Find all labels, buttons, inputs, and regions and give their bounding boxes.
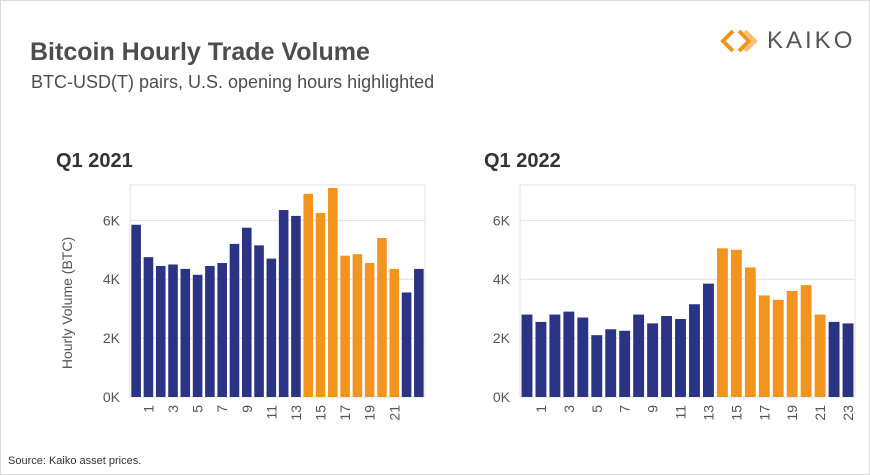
bar-q1-2022-hour-13 <box>702 283 714 397</box>
bar-q1-2022-hour-6 <box>605 329 617 397</box>
bar-q1-2021-hour-6 <box>205 265 215 397</box>
bar-us-hours-q1-2022-hour-19 <box>786 291 798 397</box>
source-note: Source: Kaiko asset prices. <box>8 455 142 467</box>
bar-q1-2021-hour-9 <box>241 227 252 397</box>
x-tick-label-q1-2021: 3 <box>165 405 181 413</box>
bar-us-hours-q1-2021-hour-20 <box>377 238 387 397</box>
x-tick-label-q1-2022: 21 <box>812 405 828 421</box>
bar-q1-2022-hour-4 <box>577 317 589 397</box>
x-tick-label-q1-2022: 17 <box>756 405 772 421</box>
y-tick-label-q1-2021: 6K <box>103 212 121 228</box>
bar-q1-2022-hour-3 <box>563 311 575 397</box>
y-tick-label-q1-2021: 0K <box>103 389 121 405</box>
x-tick-label-q1-2021: 13 <box>288 405 304 421</box>
panel-title-q1-2021: Q1 2021 <box>56 150 133 172</box>
bar-q1-2021-hour-0 <box>131 224 141 397</box>
x-tick-label-q1-2021: 1 <box>140 405 156 413</box>
x-tick-label-q1-2022: 15 <box>728 405 744 421</box>
bar-us-hours-q1-2021-hour-16 <box>328 187 338 397</box>
bar-q1-2021-hour-3 <box>168 264 178 397</box>
y-tick-label-q1-2021: 4K <box>103 271 121 287</box>
bar-q1-2022-hour-2 <box>549 314 561 397</box>
chart-subtitle: BTC-USD(T) pairs, U.S. opening hours hig… <box>31 72 435 92</box>
y-tick-label-q1-2021: 2K <box>103 330 121 346</box>
bar-q1-2022-hour-1 <box>535 321 547 397</box>
bar-q1-2021-hour-13 <box>291 215 301 397</box>
bar-q1-2021-hour-7 <box>217 263 227 397</box>
x-tick-label-q1-2022: 3 <box>561 405 577 413</box>
x-tick-label-q1-2022: 7 <box>617 405 633 413</box>
chart-title: Bitcoin Hourly Trade Volume <box>30 38 370 66</box>
bar-us-hours-q1-2021-hour-14 <box>303 193 314 397</box>
bar-q1-2021-hour-12 <box>278 210 289 397</box>
bar-us-hours-q1-2022-hour-14 <box>716 248 728 397</box>
y-tick-label-q1-2022: 4K <box>493 271 511 287</box>
bar-q1-2021-hour-23 <box>414 268 424 397</box>
y-axis-label-q1-2021: Hourly Volume (BTC) <box>59 237 75 369</box>
bar-q1-2021-hour-11 <box>266 258 277 397</box>
bar-us-hours-q1-2022-hour-15 <box>730 249 742 397</box>
bar-q1-2021-hour-22 <box>401 292 412 397</box>
bar-us-hours-q1-2022-hour-16 <box>744 267 756 397</box>
x-tick-label-q1-2021: 5 <box>190 405 206 413</box>
bar-q1-2022-hour-12 <box>689 304 700 397</box>
panel-title-q1-2022: Q1 2022 <box>484 150 561 172</box>
bar-us-hours-q1-2021-hour-21 <box>389 268 400 397</box>
y-tick-label-q1-2022: 6K <box>493 212 511 228</box>
logo-wordmark: KAIKO <box>767 27 856 54</box>
x-tick-label-q1-2021: 19 <box>362 405 378 421</box>
x-tick-label-q1-2022: 23 <box>840 405 856 421</box>
x-tick-label-q1-2022: 19 <box>784 405 800 421</box>
bar-q1-2022-hour-11 <box>675 318 686 397</box>
bar-q1-2022-hour-0 <box>521 314 533 397</box>
kaiko-logo: KAIKO <box>719 26 869 56</box>
x-tick-label-q1-2021: 11 <box>263 405 279 420</box>
bar-q1-2022-hour-23 <box>842 323 854 397</box>
bar-us-hours-q1-2021-hour-18 <box>352 254 363 397</box>
y-tick-label-q1-2022: 0K <box>493 389 511 405</box>
x-tick-label-q1-2022: 13 <box>700 405 716 421</box>
bar-q1-2021-hour-2 <box>155 265 166 397</box>
bar-q1-2021-hour-10 <box>254 245 264 397</box>
x-tick-label-q1-2021: 9 <box>239 405 255 413</box>
bar-q1-2021-hour-5 <box>192 274 203 397</box>
bar-q1-2022-hour-9 <box>647 323 659 397</box>
bar-us-hours-q1-2022-hour-18 <box>772 299 784 397</box>
x-tick-label-q1-2022: 9 <box>645 405 661 413</box>
bar-q1-2022-hour-7 <box>619 330 631 397</box>
bar-q1-2021-hour-8 <box>229 243 240 397</box>
x-tick-label-q1-2021: 21 <box>386 405 402 421</box>
bar-q1-2022-hour-8 <box>633 314 645 397</box>
bar-q1-2022-hour-22 <box>828 321 840 397</box>
bar-us-hours-q1-2022-hour-21 <box>814 314 826 397</box>
x-tick-label-q1-2021: 17 <box>337 405 353 421</box>
y-tick-label-q1-2022: 2K <box>493 330 511 346</box>
bar-q1-2021-hour-1 <box>143 257 154 397</box>
bar-q1-2022-hour-5 <box>591 335 603 397</box>
bar-us-hours-q1-2022-hour-17 <box>758 295 770 397</box>
x-tick-label-q1-2022: 5 <box>589 405 605 413</box>
bar-q1-2021-hour-4 <box>180 268 191 397</box>
x-tick-label-q1-2022: 11 <box>673 405 689 420</box>
x-tick-label-q1-2021: 15 <box>313 405 329 421</box>
bar-us-hours-q1-2021-hour-19 <box>364 263 375 397</box>
x-tick-label-q1-2021: 7 <box>214 405 230 413</box>
bar-q1-2022-hour-10 <box>661 316 673 397</box>
bar-us-hours-q1-2022-hour-20 <box>800 285 812 397</box>
kaiko-diamond-icon <box>720 29 758 53</box>
bar-us-hours-q1-2021-hour-17 <box>340 255 350 397</box>
x-tick-label-q1-2022: 1 <box>533 405 549 413</box>
bar-us-hours-q1-2021-hour-15 <box>315 212 326 397</box>
